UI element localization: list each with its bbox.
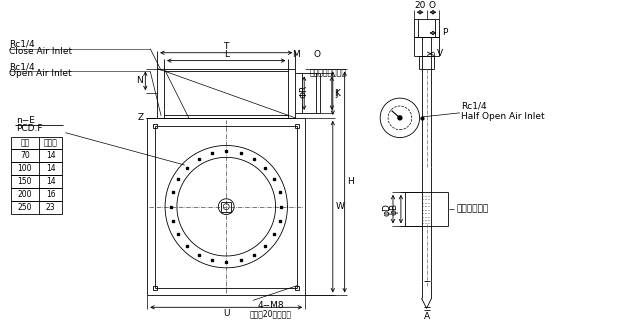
Text: 100: 100	[18, 164, 32, 173]
Text: ネジ径: ネジ径	[44, 139, 57, 148]
Text: J: J	[336, 89, 338, 98]
Text: n−E: n−E	[16, 116, 35, 125]
Text: 16: 16	[46, 190, 55, 199]
Text: （口径20０以上）: （口径20０以上）	[250, 309, 292, 318]
Text: K: K	[334, 89, 340, 98]
Bar	[11, 175, 62, 188]
Text: シールサイド: シールサイド	[456, 205, 489, 214]
Text: 口径: 口径	[20, 139, 29, 148]
Bar	[11, 201, 62, 214]
Bar	[296, 124, 299, 128]
Text: 200: 200	[18, 190, 32, 199]
Text: φD: φD	[382, 203, 391, 215]
Text: Rc1/4: Rc1/4	[9, 40, 35, 49]
Text: φB: φB	[390, 203, 399, 215]
Bar	[296, 285, 299, 289]
Text: M: M	[292, 50, 300, 59]
Text: Z: Z	[137, 113, 143, 122]
Text: Rc1/4: Rc1/4	[9, 62, 35, 72]
Bar	[11, 137, 62, 149]
Bar	[11, 149, 62, 162]
Text: H: H	[348, 178, 354, 186]
Text: P: P	[442, 28, 448, 38]
Text: ΦR: ΦR	[299, 84, 309, 98]
Bar	[154, 124, 157, 128]
Text: 最大引き出し寸法: 最大引き出し寸法	[310, 68, 347, 78]
Text: N: N	[136, 76, 143, 85]
Text: O: O	[313, 50, 320, 59]
Text: W: W	[336, 202, 345, 211]
Text: 20: 20	[415, 1, 426, 10]
Text: 4−M8: 4−M8	[257, 301, 284, 310]
Text: L: L	[224, 50, 229, 59]
Bar	[154, 285, 157, 289]
Text: 150: 150	[18, 177, 32, 186]
Text: U: U	[223, 309, 229, 318]
Text: Close Air Inlet: Close Air Inlet	[9, 47, 72, 56]
Bar	[11, 162, 62, 175]
Text: O: O	[429, 1, 436, 10]
Text: Open Air Inlet: Open Air Inlet	[9, 69, 72, 79]
Text: V: V	[438, 49, 443, 58]
Text: Half Open Air Inlet: Half Open Air Inlet	[461, 112, 545, 121]
Text: T: T	[224, 42, 229, 51]
Circle shape	[398, 116, 402, 120]
Text: A: A	[424, 312, 429, 321]
Text: 250: 250	[18, 203, 32, 212]
Text: 14: 14	[46, 164, 55, 173]
Text: 14: 14	[46, 177, 55, 186]
Text: Rc1/4: Rc1/4	[461, 102, 487, 111]
Text: 23: 23	[46, 203, 55, 212]
Text: 70: 70	[20, 151, 30, 160]
Bar	[11, 188, 62, 201]
Text: 14: 14	[46, 151, 55, 160]
Text: PCD.F: PCD.F	[16, 124, 43, 133]
